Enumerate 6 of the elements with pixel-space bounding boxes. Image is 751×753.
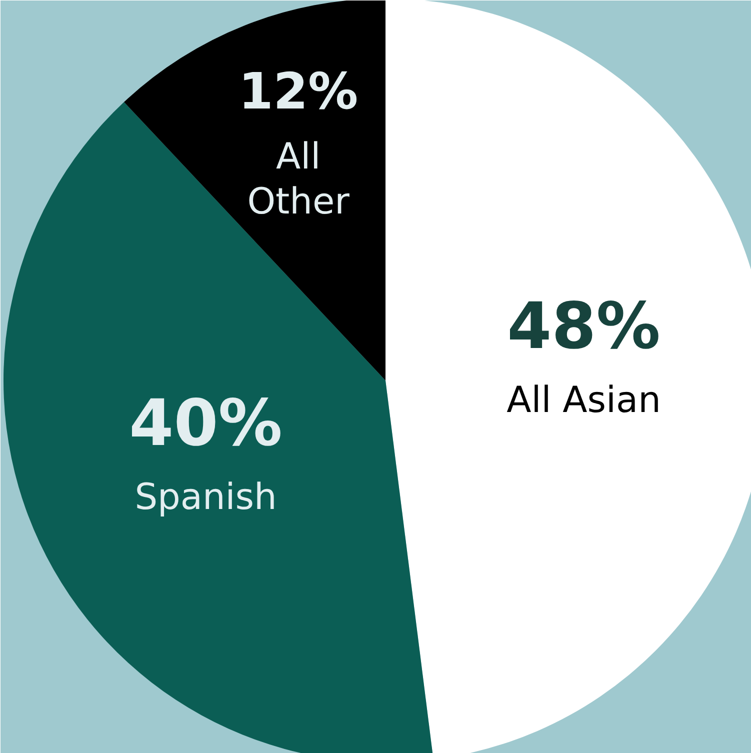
- data-label: 40%: [129, 387, 282, 462]
- slice-label: Spanish: [134, 477, 277, 518]
- data-label: 12%: [238, 62, 358, 120]
- data-label: 48%: [507, 290, 660, 364]
- slice-label: All Other: [247, 136, 350, 222]
- slice-label: All Asian: [506, 380, 661, 422]
